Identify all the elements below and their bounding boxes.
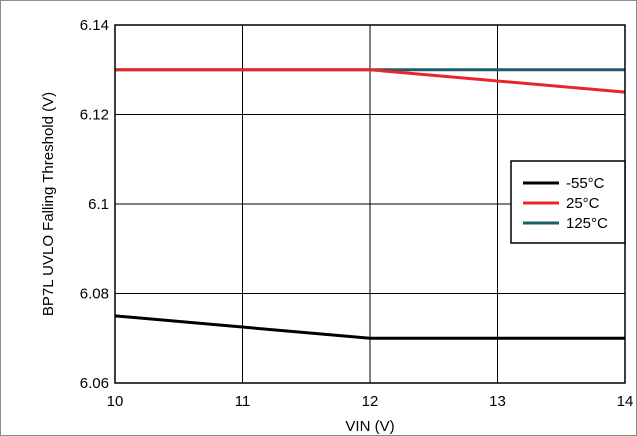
- x-tick-label: 14: [617, 393, 634, 410]
- legend-label: 125°C: [566, 215, 608, 232]
- x-tick-label: 10: [107, 393, 124, 410]
- series-line-25°C: [115, 68, 626, 94]
- legend: -55°C 25°C 125°C: [510, 160, 626, 244]
- x-tick-labels: 10 11 12 13 14: [107, 393, 634, 410]
- x-tick-label: 11: [235, 393, 251, 410]
- y-tick-label: 6.14: [80, 17, 109, 34]
- legend-label: 25°C: [566, 195, 600, 212]
- x-axis-label: VIN (V): [345, 418, 394, 435]
- y-tick-label: 6.12: [80, 107, 109, 124]
- y-tick-label: 6.06: [80, 375, 109, 392]
- x-tick-label: 12: [362, 393, 379, 410]
- x-tick-label: 13: [489, 393, 506, 410]
- y-tick-label: 6.1: [88, 196, 109, 213]
- y-tick-label: 6.08: [80, 286, 109, 303]
- legend-label: -55°C: [566, 175, 605, 192]
- y-tick-labels: 6.06 6.08 6.1 6.12 6.14: [80, 17, 109, 392]
- y-axis-label: BP7L UVLO Falling Threshold (V): [40, 92, 57, 316]
- series-lines: [114, 68, 626, 340]
- series-line--55°C: [114, 314, 625, 340]
